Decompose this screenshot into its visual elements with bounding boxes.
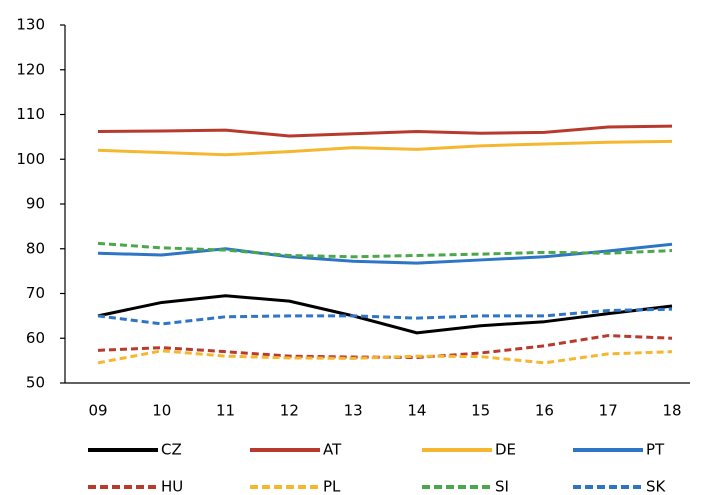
y-tick-label: 70	[26, 284, 45, 302]
x-tick-label: 09	[88, 402, 107, 420]
y-tick-label: 60	[26, 329, 45, 347]
y-tick-label: 100	[16, 150, 45, 168]
series-line	[97, 349, 673, 365]
y-tick-label: 80	[26, 239, 45, 257]
series-line	[97, 124, 673, 138]
y-tick-label: 50	[26, 374, 45, 392]
legend-label: SK	[646, 478, 667, 495]
y-tick-label: 110	[16, 105, 45, 123]
legend-label: CZ	[161, 441, 182, 459]
series-line	[97, 241, 673, 259]
x-tick-label: 17	[599, 402, 618, 420]
x-tick-label: 18	[662, 402, 681, 420]
x-tick-label: 10	[152, 402, 171, 420]
series-line	[97, 139, 673, 157]
y-tick-label: 90	[26, 195, 45, 213]
x-tick-label: 14	[407, 402, 426, 420]
legend-label: DE	[495, 441, 516, 459]
legend-label: SI	[495, 478, 509, 495]
legend-label: PT	[646, 441, 665, 459]
x-tick-label: 13	[344, 402, 363, 420]
y-tick-label: 120	[16, 60, 45, 78]
x-tick-label: 15	[471, 402, 490, 420]
series-line	[97, 294, 673, 335]
series-line	[97, 307, 673, 326]
x-tick-label: 11	[216, 402, 235, 420]
x-tick-label: 16	[535, 402, 554, 420]
legend-label: PL	[323, 478, 341, 495]
legend-label: AT	[323, 441, 342, 459]
legend-label: HU	[161, 478, 183, 495]
x-tick-label: 12	[280, 402, 299, 420]
series-line	[97, 334, 673, 359]
y-tick-label: 130	[16, 16, 45, 34]
